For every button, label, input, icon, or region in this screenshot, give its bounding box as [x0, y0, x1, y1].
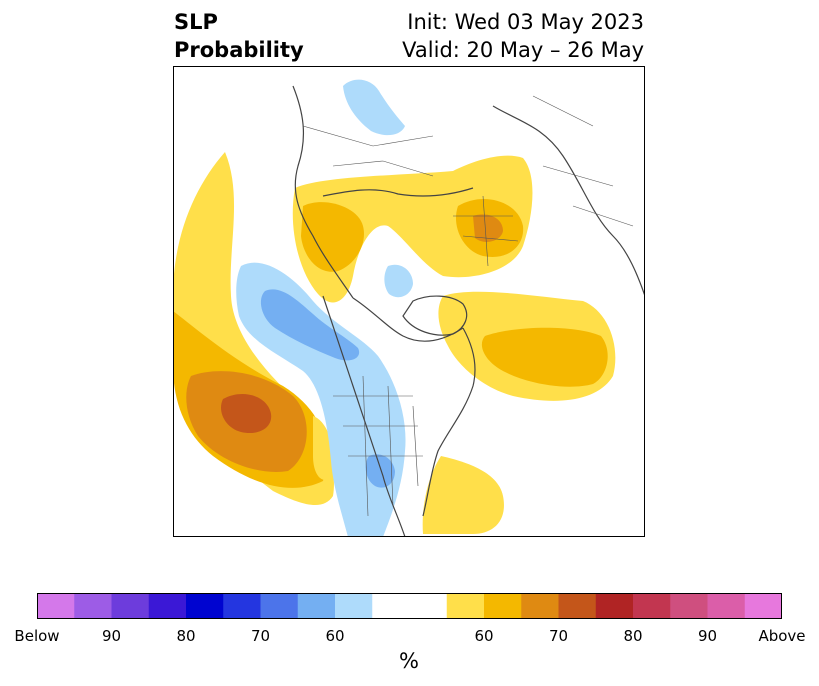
colorbar-segment: [446, 593, 485, 619]
colorbar-segment: [37, 593, 75, 619]
colorbar-tick-label: Above: [758, 627, 806, 645]
below-region-scandinavia: [343, 79, 405, 136]
colorbar-segment: [595, 593, 634, 619]
map-title: SLP Probability: [174, 8, 304, 64]
colorbar-segment: [633, 593, 671, 619]
colorbar-segment: [707, 593, 746, 619]
colorbar-segment: [111, 593, 150, 619]
political-borders: [302, 95, 634, 517]
colorbar-tick-label: 60: [325, 627, 345, 645]
below-region-america-60: [236, 262, 406, 537]
probability-map: [173, 66, 645, 537]
above-region-eurasia-65-west: [301, 202, 364, 272]
colorbar-segment: [223, 593, 261, 619]
colorbar-tick-label: 80: [623, 627, 643, 645]
above-region-atlantic-65: [481, 327, 608, 387]
colorbar-tick-label: 60: [474, 627, 494, 645]
below-region-arctic: [384, 264, 413, 298]
title-line-2: Probability: [174, 38, 304, 62]
title-line-1: SLP: [174, 10, 218, 34]
above-region-pacific-75: [221, 393, 272, 434]
colorbar-unit: %: [399, 649, 419, 673]
below-region-america-65: [260, 289, 360, 361]
init-date: Init: Wed 03 May 2023: [407, 10, 644, 34]
above-region-eurasia-70: [473, 214, 503, 242]
colorbar-segment: [335, 593, 373, 619]
colorbar-tick-label: 90: [697, 627, 718, 645]
valid-range: Valid: 20 May – 26 May: [402, 38, 644, 62]
colorbar-tick-label: 80: [176, 627, 196, 645]
colorbar-segment: [670, 593, 708, 619]
colorbar-segment: [372, 593, 448, 619]
colorbar-tick-label: Below: [14, 627, 60, 645]
colorbar-segment: [148, 593, 187, 619]
colorbar-tick-label: 70: [250, 627, 271, 645]
colorbar-segment: [297, 593, 336, 619]
colorbar-segment: [521, 593, 559, 619]
colorbar-segment: [74, 593, 112, 619]
above-region-southeast: [422, 456, 504, 534]
colorbar-segments: [37, 593, 782, 619]
colorbar-segment: [186, 593, 224, 619]
forecast-dates: Init: Wed 03 May 2023 Valid: 20 May – 26…: [402, 8, 644, 64]
colorbar-tick-label: 90: [101, 627, 122, 645]
colorbar-segment: [558, 593, 597, 619]
colorbar-segment: [260, 593, 299, 619]
coastlines: [292, 85, 645, 537]
colorbar-tick-label: 70: [548, 627, 569, 645]
above-region-eurasia-60: [292, 155, 533, 303]
below-region-plains-65: [365, 454, 395, 488]
probability-colorbar: [37, 593, 782, 619]
colorbar-segment: [744, 593, 782, 619]
colorbar-segment: [484, 593, 522, 619]
above-region-westcoast: [313, 416, 335, 480]
